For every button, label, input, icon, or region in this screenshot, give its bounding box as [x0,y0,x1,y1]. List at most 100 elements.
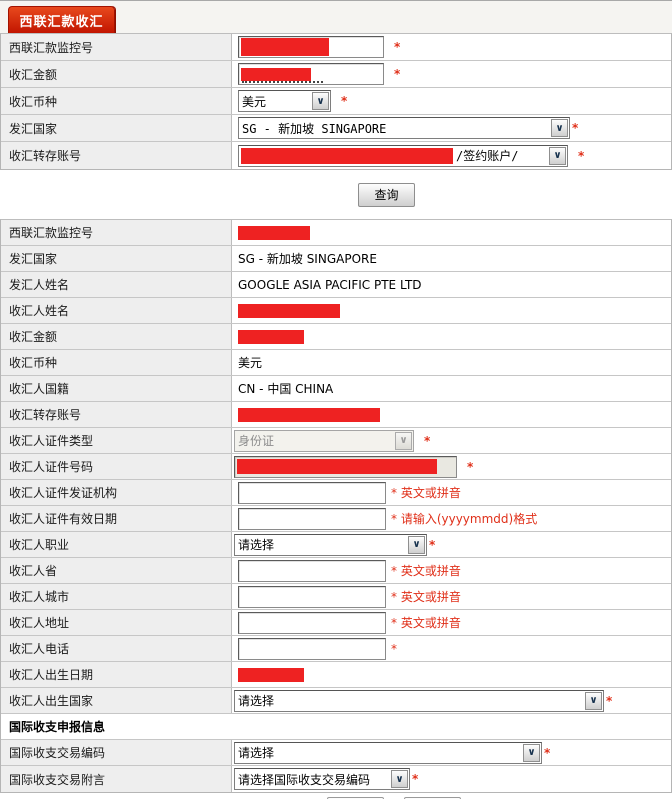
occupation-select[interactable]: 请选择 ∨ [234,533,427,556]
row-deposit-account-result: 收汇转存账号 [1,402,671,428]
id-expiry-input[interactable] [238,507,386,530]
required-asterisk: * [572,121,579,135]
bop-memo-select-value: 请选择国际收支交易编码 [238,772,371,787]
row-bop-memo: 国际收支交易附言 请选择国际收支交易编码 ∨ * [1,766,671,792]
amount-label: 收汇金额 [1,61,232,87]
chevron-down-icon: ∨ [523,743,540,762]
chevron-down-icon: ∨ [395,431,412,450]
field-hint: * 英文或拼音 [391,616,461,630]
bottom-button-2[interactable] [404,797,461,799]
deposit-account-suffix: /签约账户/ [456,149,519,163]
id-expiry-label: 收汇人证件有效日期 [1,506,232,531]
required-asterisk: * [394,40,401,54]
chevron-down-icon: ∨ [551,119,568,137]
sending-country-select[interactable]: SG - 新加坡 SINGAPORE ∨ [238,117,570,139]
bottom-button-1[interactable] [327,797,384,799]
field-hint: * 英文或拼音 [391,564,461,578]
address-input[interactable] [238,611,386,634]
query-button[interactable]: 查询 [358,182,415,207]
row-issuing-authority: 收汇人证件发证机构 * 英文或拼音 [1,480,671,506]
city-input[interactable] [238,585,386,608]
required-asterisk: * [467,459,474,474]
row-deposit-account: 收汇转存账号 /签约账户/ ∨ * [1,142,671,169]
bop-code-select[interactable]: 请选择 ∨ [234,741,542,764]
row-monitor-number: 西联汇款监控号 * [1,34,671,61]
row-id-expiry: 收汇人证件有效日期 * 请输入(yyyymmdd)格式 [1,506,671,532]
bop-code-select-value: 请选择 [238,746,275,760]
chevron-down-icon: ∨ [549,146,566,165]
province-input[interactable] [238,559,386,582]
amount-label: 收汇金额 [1,324,232,349]
deposit-account-label: 收汇转存账号 [1,402,232,427]
sender-name-label: 发汇人姓名 [1,272,232,297]
row-id-number: 收汇人证件号码 * [1,454,671,480]
bop-memo-label: 国际收支交易附言 [1,766,232,792]
row-birth-date: 收汇人出生日期 [1,662,671,688]
row-birth-country: 收汇人出生国家 请选择 ∨ * [1,688,671,714]
sending-country-label: 发汇国家 [1,115,232,141]
field-hint: * [391,641,397,656]
address-label: 收汇人地址 [1,610,232,635]
currency-select-value: 美元 [242,94,267,109]
row-occupation: 收汇人职业 请选择 ∨ * [1,532,671,558]
nationality-label: 收汇人国籍 [1,376,232,401]
row-nationality: 收汇人国籍 CN - 中国 CHINA [1,376,671,402]
city-label: 收汇人城市 [1,584,232,609]
issuing-authority-input[interactable] [238,481,386,504]
deposit-account-select[interactable]: /签约账户/ ∨ [238,144,568,167]
field-hint: * 英文或拼音 [391,486,461,500]
row-sending-country-result: 发汇国家 SG - 新加坡 SINGAPORE [1,246,671,272]
query-button-row: 查询 [0,170,672,219]
redacted-receiver-name [238,303,340,318]
bop-memo-select[interactable]: 请选择国际收支交易编码 ∨ [234,768,410,790]
sending-country-label: 发汇国家 [1,246,232,271]
row-receiver-name: 收汇人姓名 [1,298,671,324]
chevron-down-icon: ∨ [312,92,329,110]
monitor-number-input[interactable] [238,36,384,58]
redacted-account [238,407,380,422]
currency-label: 收汇币种 [1,350,232,375]
required-asterisk: * [341,94,348,108]
redacted-amount [238,329,304,344]
required-asterisk: * [412,772,419,786]
monitor-number-label: 西联汇款监控号 [1,220,232,245]
amount-input[interactable] [238,63,384,85]
row-province: 收汇人省 * 英文或拼音 [1,558,671,584]
id-type-select: 身份证 ∨ [234,429,414,452]
required-asterisk: * [429,537,436,552]
id-type-select-value: 身份证 [238,434,275,448]
occupation-select-value: 请选择 [238,538,275,552]
nationality-value: CN - 中国 CHINA [238,382,334,396]
row-phone: 收汇人电话 * [1,636,671,662]
id-number-label: 收汇人证件号码 [1,454,232,479]
currency-value: 美元 [238,356,263,370]
phone-label: 收汇人电话 [1,636,232,661]
chevron-down-icon: ∨ [408,535,425,554]
monitor-number-label: 西联汇款监控号 [1,34,232,60]
field-hint: * 英文或拼音 [391,590,461,604]
currency-label: 收汇币种 [1,88,232,114]
chevron-down-icon: ∨ [391,770,408,788]
birth-country-select-value: 请选择 [238,694,275,708]
redacted-birth-date [238,667,304,682]
bop-section-header: 国际收支申报信息 [1,714,671,740]
deposit-account-label: 收汇转存账号 [1,142,232,169]
tab-western-union-remittance[interactable]: 西联汇款收汇 [8,6,115,33]
sending-country-value: SG - 新加坡 SINGAPORE [238,252,377,266]
id-type-label: 收汇人证件类型 [1,428,232,453]
row-monitor-number-result: 西联汇款监控号 [1,220,671,246]
row-currency-result: 收汇币种 美元 [1,350,671,376]
row-id-type: 收汇人证件类型 身份证 ∨ * [1,428,671,454]
required-asterisk: * [544,745,551,760]
birth-country-label: 收汇人出生国家 [1,688,232,713]
tab-title: 西联汇款收汇 [19,14,104,30]
birth-country-select[interactable]: 请选择 ∨ [234,689,604,712]
redacted-monitor-number [238,225,310,240]
bottom-button-row [0,797,672,799]
required-asterisk: * [606,693,613,708]
required-asterisk: * [578,148,585,163]
phone-input[interactable] [238,637,386,660]
tab-strip: 西联汇款收汇 [0,0,672,33]
currency-select[interactable]: 美元 ∨ [238,90,331,112]
redacted-id-number [237,459,437,474]
